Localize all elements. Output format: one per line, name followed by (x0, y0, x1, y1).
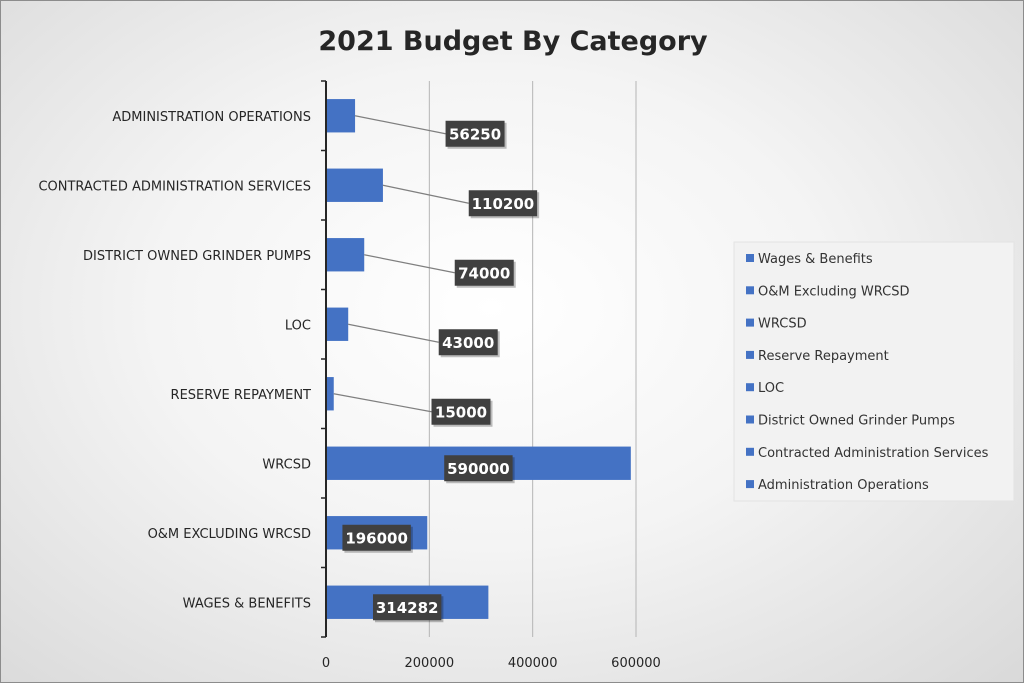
legend-swatch (746, 447, 754, 456)
legend-swatch (746, 318, 754, 327)
legend: Wages & Benefits O&M Excluding WRCSD WRCSD… (733, 241, 1015, 502)
data-label: 56250 (449, 125, 501, 143)
legend-entry: District Owned Grinder Pumps (758, 414, 955, 429)
legend-entry: Contracted Administration Services (758, 446, 989, 461)
data-label: 74000 (458, 264, 510, 282)
leader-line (333, 393, 432, 413)
leader-line (348, 323, 439, 343)
legend-swatch (746, 383, 754, 392)
legend-swatch (746, 350, 754, 359)
leader-lines (333, 115, 469, 413)
bar (326, 238, 365, 272)
bar (326, 307, 349, 341)
category-label: ADMINISTRATION OPERATIONS (112, 110, 311, 125)
data-label-box (431, 398, 491, 425)
bar (326, 377, 334, 411)
category-label: LOC (285, 318, 311, 333)
data-label: 196000 (345, 529, 408, 547)
data-label-box (468, 190, 538, 217)
legend-swatch (746, 286, 754, 295)
leader-line (382, 184, 469, 204)
leader-line (354, 115, 446, 135)
category-label: WRCSD (262, 457, 311, 472)
x-tick-label: 400000 (508, 656, 558, 671)
category-label: RESERVE REPAYMENT (171, 388, 312, 403)
category-label: O&M EXCLUDING WRCSD (148, 527, 311, 542)
data-label: 110200 (472, 195, 535, 213)
legend-entry: Wages & Benefits (758, 252, 873, 267)
x-tick-label: 200000 (405, 656, 455, 671)
data-label-box (438, 329, 498, 356)
legend-swatch (746, 480, 754, 489)
data-label: 590000 (447, 460, 510, 478)
data-label-box (372, 594, 442, 621)
x-tick-label: 0 (322, 656, 330, 671)
chart-title: 2021 Budget By Category (318, 26, 708, 57)
legend-swatch (746, 254, 754, 262)
legend-entry: Administration Operations (758, 478, 929, 493)
category-label: CONTRACTED ADMINISTRATION SERVICES (38, 179, 311, 194)
data-label: 15000 (435, 403, 487, 421)
data-label-box (454, 259, 514, 286)
gridlines (321, 80, 637, 638)
data-label: 314282 (376, 599, 439, 617)
bar (326, 99, 356, 133)
legend-entry: WRCSD (758, 317, 807, 332)
category-label: WAGES & BENEFITS (183, 596, 311, 611)
legend-entry: LOC (758, 381, 784, 396)
category-labels: WAGES & BENEFITS O&M EXCLUDING WRCSD WRCSD… (38, 110, 311, 612)
legend-box (733, 241, 1015, 502)
data-label-box (342, 524, 411, 551)
legend-entry: Reserve Repayment (758, 349, 889, 364)
legend-entry: O&M Excluding WRCSD (758, 284, 909, 299)
x-axis-ticks: 0 200000 400000 600000 (322, 656, 661, 671)
legend-swatch (746, 415, 754, 424)
x-tick-label: 600000 (611, 656, 661, 671)
leader-line (364, 254, 455, 274)
data-label-box (445, 120, 505, 147)
category-label: DISTRICT OWNED GRINDER PUMPS (83, 249, 311, 264)
data-labels: 314282 196000 590000 15000 43000 74000 110200 5… (342, 120, 540, 623)
bar (326, 168, 383, 202)
data-label: 43000 (442, 334, 494, 352)
data-label-box (444, 455, 513, 482)
